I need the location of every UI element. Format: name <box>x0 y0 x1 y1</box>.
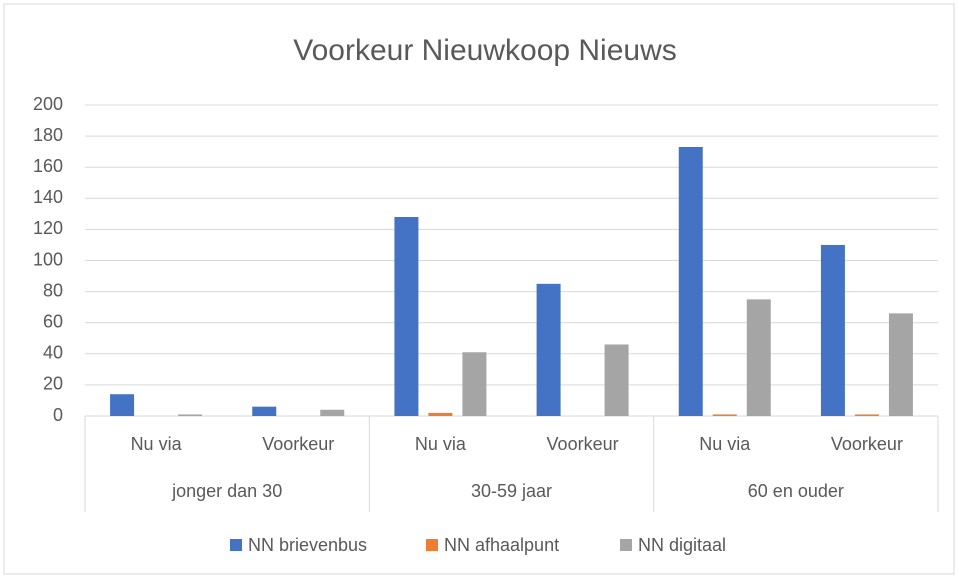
y-tick-label: 60 <box>43 311 63 331</box>
x-tick-label: Voorkeur <box>831 434 903 454</box>
y-tick-label: 0 <box>53 405 63 425</box>
bar <box>604 344 629 416</box>
bar <box>536 283 561 416</box>
bar <box>320 409 345 416</box>
bar <box>462 352 487 416</box>
bar <box>428 412 453 416</box>
bar <box>110 394 135 416</box>
y-tick-label: 20 <box>43 374 63 394</box>
group-label: jonger dan 30 <box>171 481 282 501</box>
y-tick-label: 120 <box>33 218 63 238</box>
y-tick-label: 200 <box>33 94 63 114</box>
bar <box>888 313 913 416</box>
chart-border <box>3 3 955 575</box>
group-label: 60 en ouder <box>748 481 844 501</box>
legend-swatch <box>426 539 438 551</box>
y-tick-label: 100 <box>33 249 63 269</box>
y-tick-label: 40 <box>43 343 63 363</box>
x-tick-label: Nu via <box>131 434 183 454</box>
legend-label: NN afhaalpunt <box>444 535 559 555</box>
bar <box>394 216 419 416</box>
y-tick-label: 180 <box>33 125 63 145</box>
legend-swatch <box>620 539 632 551</box>
x-tick-label: Nu via <box>699 434 751 454</box>
bar <box>252 406 277 416</box>
bar <box>746 299 771 416</box>
chart-title: Voorkeur Nieuwkoop Nieuws <box>293 34 677 67</box>
x-tick-label: Nu via <box>415 434 467 454</box>
bar <box>820 244 845 416</box>
bar <box>678 146 703 417</box>
legend-swatch <box>230 539 242 551</box>
bar <box>712 414 737 416</box>
legend-label: NN brievenbus <box>248 535 367 555</box>
y-tick-label: 80 <box>43 280 63 300</box>
bar <box>178 414 203 416</box>
x-tick-label: Voorkeur <box>262 434 334 454</box>
y-tick-label: 140 <box>33 187 63 207</box>
bar <box>854 414 879 416</box>
x-tick-label: Voorkeur <box>547 434 619 454</box>
group-label: 30-59 jaar <box>471 481 552 501</box>
legend-label: NN digitaal <box>638 535 726 555</box>
y-tick-label: 160 <box>33 156 63 176</box>
